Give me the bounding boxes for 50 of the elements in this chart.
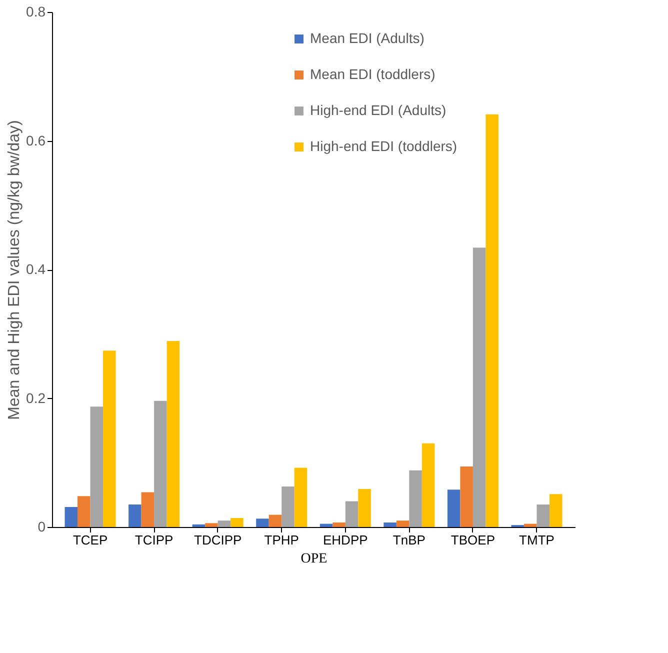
y-axis-title: Mean and High EDI values (ng/kg bw/day) (6, 120, 24, 420)
bar (472, 248, 486, 527)
x-tick-label: TDCIPP (194, 532, 242, 548)
bar (268, 514, 282, 527)
x-axis-title: OPE (300, 552, 328, 566)
bar (166, 340, 180, 527)
bar (294, 468, 308, 527)
bar (90, 406, 104, 527)
y-tick-label: 0.6 (26, 132, 46, 148)
bar (78, 496, 90, 527)
bar (358, 489, 371, 527)
bar (103, 350, 116, 527)
legend-label: High-end EDI (Adults) (310, 102, 446, 118)
bar (524, 524, 537, 527)
bar (154, 400, 167, 527)
bar (332, 522, 346, 527)
x-tick-label: TCIPP (134, 532, 174, 548)
x-tick-label: TMTP (519, 532, 554, 548)
bar (320, 524, 333, 527)
bar (256, 518, 269, 527)
bar (141, 492, 154, 527)
x-tick-label: TCEP (72, 532, 108, 548)
bar (549, 494, 562, 527)
x-tick-label: TnBP (392, 532, 426, 548)
bar (422, 443, 435, 527)
y-tick-label: 0.8 (26, 4, 46, 20)
bar (536, 504, 550, 527)
legend-label: Mean EDI (toddlers) (310, 66, 436, 82)
legend-label: High-end EDI (toddlers) (310, 138, 458, 154)
bar (218, 520, 231, 527)
bar (396, 520, 410, 527)
x-tick-label: TPHP (264, 532, 299, 548)
bar (345, 501, 358, 527)
bar (384, 522, 396, 527)
y-tick-label: 0 (38, 518, 46, 534)
x-tick-label: EHDPP (322, 532, 368, 548)
x-tick-label: TBOEP (450, 532, 495, 548)
bar (192, 524, 206, 527)
bar (282, 486, 294, 527)
bar (230, 518, 244, 527)
bar (486, 114, 498, 527)
bar (64, 507, 78, 527)
bar (460, 466, 473, 527)
legend-label: Mean EDI (Adults) (310, 30, 424, 46)
bar (409, 470, 422, 527)
bar (205, 523, 218, 527)
y-tick-label: 0.4 (26, 261, 46, 277)
y-tick-label: 0.2 (26, 390, 46, 406)
bar (128, 504, 142, 527)
bar (447, 490, 460, 527)
